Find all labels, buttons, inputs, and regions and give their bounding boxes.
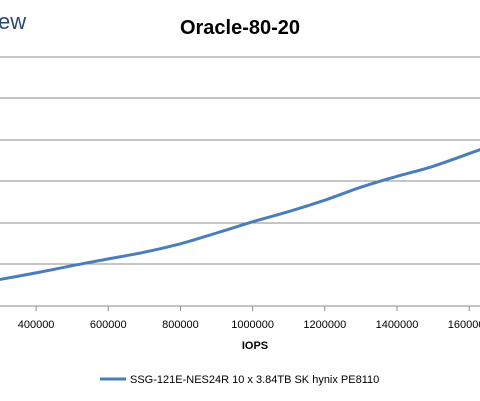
x-tick-label: 1200000	[303, 319, 346, 331]
series-layer	[0, 148, 480, 281]
x-tick-label: 800000	[162, 319, 199, 331]
x-tick-label: 1000000	[231, 319, 274, 331]
x-tick-label: 600000	[90, 319, 127, 331]
x-tick-label: 1600000	[448, 319, 480, 331]
x-axis	[0, 305, 480, 311]
legend-label: SSG-121E-NES24R 10 x 3.84TB SK hynix PE8…	[130, 374, 379, 386]
x-tick-labels: 400000 600000 800000 1000000 1200000 1400000 1…	[18, 319, 480, 331]
legend: SSG-121E-NES24R 10 x 3.84TB SK hynix PE8…	[100, 374, 379, 386]
series-line-0	[0, 148, 480, 281]
x-tick-label: 400000	[18, 319, 55, 331]
x-tick-label: 1400000	[376, 319, 419, 331]
x-axis-label: IOPS	[242, 340, 268, 352]
logo-text: ew	[0, 9, 26, 34]
chart-title: Oracle-80-20	[180, 17, 300, 39]
